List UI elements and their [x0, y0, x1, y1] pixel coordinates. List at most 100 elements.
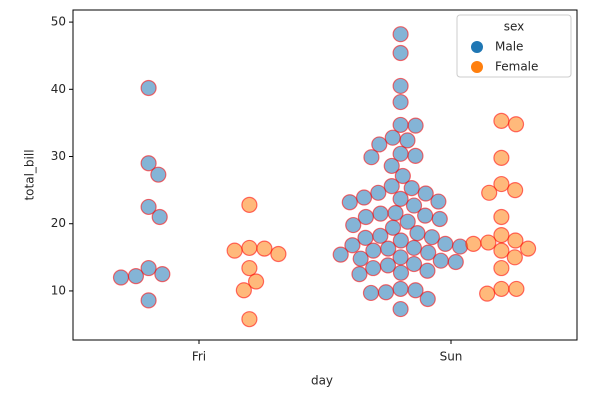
point — [151, 208, 168, 226]
y-tick-label: 30 — [51, 149, 66, 163]
point — [409, 225, 426, 242]
point — [407, 147, 424, 164]
point — [392, 93, 409, 111]
point — [392, 232, 409, 249]
point — [351, 266, 368, 283]
point — [399, 213, 416, 230]
point — [357, 229, 374, 246]
axes-frame — [72, 9, 578, 341]
legend-title: sex — [504, 20, 525, 34]
point — [392, 116, 409, 134]
point — [407, 282, 424, 299]
point — [345, 216, 362, 234]
point — [405, 239, 423, 257]
point — [407, 117, 424, 134]
point — [493, 112, 510, 129]
point — [383, 157, 400, 175]
y-axis-label: total_bill — [23, 149, 37, 200]
point — [431, 210, 448, 228]
point — [392, 264, 410, 281]
y-tick-label: 10 — [51, 283, 66, 297]
point — [363, 149, 380, 166]
point — [241, 239, 258, 257]
point — [154, 266, 171, 283]
y-tick-label: 20 — [51, 216, 66, 230]
point — [140, 79, 157, 97]
point — [405, 255, 423, 273]
point — [493, 175, 510, 193]
point — [451, 238, 469, 255]
legend-label: Female — [495, 60, 538, 74]
y-tick-label: 40 — [51, 82, 66, 96]
point — [226, 242, 243, 259]
point — [332, 246, 349, 263]
point — [341, 194, 358, 211]
point — [481, 184, 498, 201]
legend-box — [456, 14, 572, 78]
point — [383, 177, 400, 195]
point — [392, 280, 409, 298]
point — [430, 193, 447, 210]
point — [357, 208, 374, 226]
point — [507, 116, 525, 133]
point — [432, 252, 449, 269]
point — [506, 249, 523, 266]
point — [493, 227, 510, 244]
point — [140, 292, 157, 309]
point — [140, 259, 157, 277]
point — [241, 259, 258, 277]
x-tick-label: Sun — [440, 350, 463, 364]
point — [493, 280, 510, 298]
point — [519, 240, 537, 257]
point — [370, 184, 387, 201]
point — [256, 240, 273, 257]
point — [392, 26, 409, 43]
point — [362, 284, 380, 302]
point — [355, 189, 373, 206]
point — [112, 269, 130, 286]
point — [392, 300, 409, 318]
point — [437, 235, 454, 252]
point — [384, 129, 401, 146]
point — [417, 185, 434, 202]
point — [508, 280, 525, 298]
y-tick-label: 50 — [51, 15, 66, 29]
point — [270, 245, 287, 263]
point — [419, 262, 436, 279]
point — [377, 284, 395, 301]
x-axis-label: day — [311, 374, 333, 388]
point — [507, 182, 524, 199]
point — [365, 259, 382, 277]
point — [379, 257, 397, 274]
point — [417, 207, 434, 224]
point — [447, 253, 464, 271]
point — [392, 77, 409, 95]
point — [150, 166, 167, 183]
point — [371, 136, 388, 153]
point — [384, 219, 402, 236]
point — [394, 167, 411, 185]
legend-marker — [471, 41, 483, 53]
point — [140, 155, 157, 172]
point — [507, 232, 524, 249]
x-tick-label: Fri — [192, 350, 206, 364]
point — [247, 273, 265, 290]
point — [493, 149, 510, 166]
point — [392, 190, 409, 207]
point — [392, 44, 409, 62]
legend-marker — [471, 61, 483, 73]
legend-label: Male — [495, 40, 523, 54]
point — [493, 259, 510, 277]
point — [140, 198, 157, 216]
point — [241, 196, 258, 214]
point — [480, 234, 497, 251]
point — [365, 242, 382, 259]
point — [465, 235, 482, 252]
point — [405, 197, 423, 214]
point — [423, 229, 441, 246]
point — [399, 132, 416, 149]
point — [127, 268, 145, 285]
point — [420, 244, 437, 261]
point — [241, 311, 258, 328]
